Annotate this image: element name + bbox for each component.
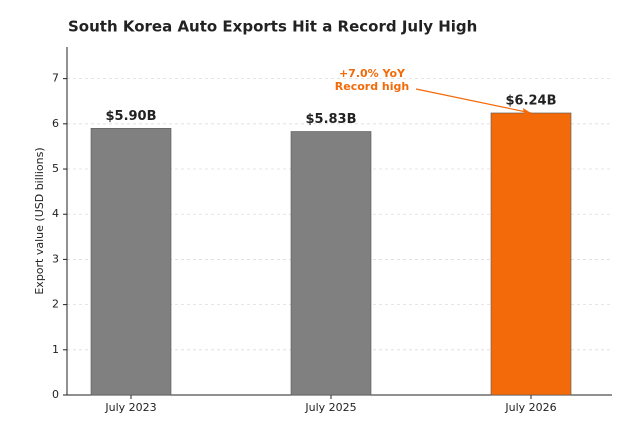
chart-title: South Korea Auto Exports Hit a Record Ju… [68, 18, 477, 36]
bar [490, 112, 572, 396]
x-tick-label: July 2023 [104, 401, 156, 414]
bar [290, 131, 372, 396]
x-tick-label: July 2025 [304, 401, 356, 414]
y-tick-label: 7 [52, 72, 59, 85]
value-label: $6.24B [505, 93, 556, 108]
y-tick-label: 3 [52, 252, 59, 265]
x-tick-label: July 2026 [504, 401, 556, 414]
y-tick-label: 6 [52, 117, 59, 130]
annotation: +7.0% YoY [339, 67, 406, 80]
value-label: $5.90B [105, 109, 156, 124]
y-tick-label: 1 [52, 343, 59, 356]
y-tick-label: 2 [52, 298, 59, 311]
annotation: Record high [335, 80, 409, 93]
value-label: $5.83B [305, 112, 356, 127]
annotation-arrow [415, 88, 532, 114]
y-tick-label: 0 [52, 388, 59, 401]
y-axis-label: Export value (USD billions) [33, 147, 46, 294]
y-tick-label: 4 [52, 207, 59, 220]
y-tick-label: 5 [52, 162, 59, 175]
bar [90, 128, 172, 396]
annotation-arrowhead [523, 107, 531, 114]
